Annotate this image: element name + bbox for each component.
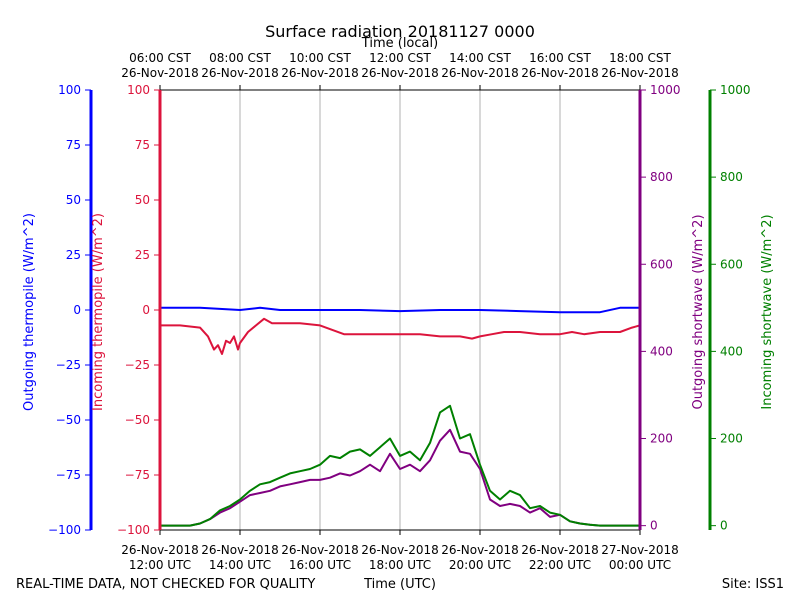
quality-footer: REAL-TIME DATA, NOT CHECKED FOR QUALITY [16, 577, 315, 592]
outgoing-thermopile-tick-label-1: 75 [66, 138, 81, 152]
outgoing-shortwave-tick-label-4: 200 [650, 432, 673, 446]
top-tick-time-3: 12:00 CST [369, 51, 431, 65]
x-tick-date-5: 26-Nov-2018 [521, 543, 599, 557]
top-tick-time-0: 06:00 CST [129, 51, 191, 65]
incoming-thermopile-tick-label-2: 50 [135, 193, 150, 207]
x-tick-date-3: 26-Nov-2018 [361, 543, 439, 557]
x-tick-time-3: 18:00 UTC [369, 558, 431, 572]
incoming-shortwave-tick-label-1: 800 [720, 170, 743, 184]
outgoing-shortwave-tick-label-0: 1000 [650, 83, 681, 97]
outgoing-thermopile-tick-label-4: 0 [73, 303, 81, 317]
incoming-shortwave-tick-label-5: 0 [720, 519, 728, 533]
top-tick-time-5: 16:00 CST [529, 51, 591, 65]
incoming-shortwave-axis-label: Incoming shortwave (W/m^2) [760, 214, 775, 409]
incoming-shortwave-series [160, 404, 640, 527]
outgoing-thermopile-tick-label-7: −75 [56, 468, 81, 482]
outgoing-shortwave-axis-label: Outgoing shortwave (W/m^2) [691, 214, 706, 409]
x-tick-date-0: 26-Nov-2018 [121, 543, 199, 557]
outgoing-thermopile-tick-label-0: 100 [58, 83, 81, 97]
x-tick-date-2: 26-Nov-2018 [281, 543, 359, 557]
incoming-thermopile-tick-label-7: −75 [125, 468, 150, 482]
incoming-shortwave-tick-label-3: 400 [720, 344, 743, 358]
outgoing-shortwave-tick-label-5: 0 [650, 519, 658, 533]
x-tick-date-1: 26-Nov-2018 [201, 543, 279, 557]
incoming-thermopile-tick-label-3: 25 [135, 248, 150, 262]
outgoing-thermopile-tick-label-3: 25 [66, 248, 81, 262]
x-tick-time-5: 22:00 UTC [529, 558, 591, 572]
incoming-thermopile-series [160, 317, 641, 355]
x-tick-time-1: 14:00 UTC [209, 558, 271, 572]
top-tick-date-0: 26-Nov-2018 [121, 66, 199, 80]
outgoing-thermopile-tick-label-8: −100 [48, 523, 81, 537]
incoming-shortwave-tick-label-0: 1000 [720, 83, 751, 97]
outgoing-thermopile-series [160, 306, 640, 314]
incoming-thermopile-tick-label-1: 75 [135, 138, 150, 152]
incoming-thermopile-tick-label-8: −100 [117, 523, 150, 537]
incoming-thermopile-axis-label: Incoming thermopile (W/m^2) [91, 213, 106, 411]
outgoing-shortwave-tick-label-2: 600 [650, 257, 673, 271]
x-tick-time-4: 20:00 UTC [449, 558, 511, 572]
x-tick-date-6: 27-Nov-2018 [601, 543, 679, 557]
vertical-grid [239, 90, 561, 530]
top-tick-date-4: 26-Nov-2018 [441, 66, 519, 80]
outgoing-thermopile-tick-label-5: −25 [56, 358, 81, 372]
incoming-thermopile-tick-label-6: −50 [125, 413, 150, 427]
top-tick-time-2: 10:00 CST [289, 51, 351, 65]
x-tick-time-6: 00:00 UTC [609, 558, 671, 572]
top-tick-date-2: 26-Nov-2018 [281, 66, 359, 80]
site-footer: Site: ISS1 [722, 577, 784, 592]
incoming-shortwave-tick-label-2: 600 [720, 257, 743, 271]
outgoing-shortwave-tick-label-3: 400 [650, 344, 673, 358]
top-tick-date-3: 26-Nov-2018 [361, 66, 439, 80]
x-axis-label: Time (UTC) [363, 577, 436, 592]
x-tick-time-0: 12:00 UTC [129, 558, 191, 572]
incoming-thermopile-tick-label-5: −25 [125, 358, 150, 372]
incoming-shortwave-tick-label-4: 200 [720, 432, 743, 446]
chart-title: Surface radiation 20181127 0000 [265, 22, 535, 41]
incoming-thermopile-tick-label-4: 0 [142, 303, 150, 317]
top-tick-time-6: 18:00 CST [609, 51, 671, 65]
top-tick-date-1: 26-Nov-2018 [201, 66, 279, 80]
x-tick-time-2: 16:00 UTC [289, 558, 351, 572]
outgoing-thermopile-tick-label-6: −50 [56, 413, 81, 427]
outgoing-shortwave-series [160, 428, 640, 527]
outgoing-thermopile-tick-label-2: 50 [66, 193, 81, 207]
top-tick-date-6: 26-Nov-2018 [601, 66, 679, 80]
top-tick-time-1: 08:00 CST [209, 51, 271, 65]
top-tick-time-4: 14:00 CST [449, 51, 511, 65]
y-axes: 100 75 50 25 0 −25 −50 −75 −100 Outgoing thermopi… [22, 83, 775, 537]
top-axis-label: Time (local) [361, 36, 438, 51]
incoming-thermopile-tick-label-0: 100 [127, 83, 150, 97]
series-layer [160, 306, 641, 527]
outgoing-thermopile-axis-label: Outgoing thermopile (W/m^2) [22, 213, 37, 411]
x-tick-date-4: 26-Nov-2018 [441, 543, 519, 557]
top-tick-date-5: 26-Nov-2018 [521, 66, 599, 80]
outgoing-shortwave-tick-label-1: 800 [650, 170, 673, 184]
